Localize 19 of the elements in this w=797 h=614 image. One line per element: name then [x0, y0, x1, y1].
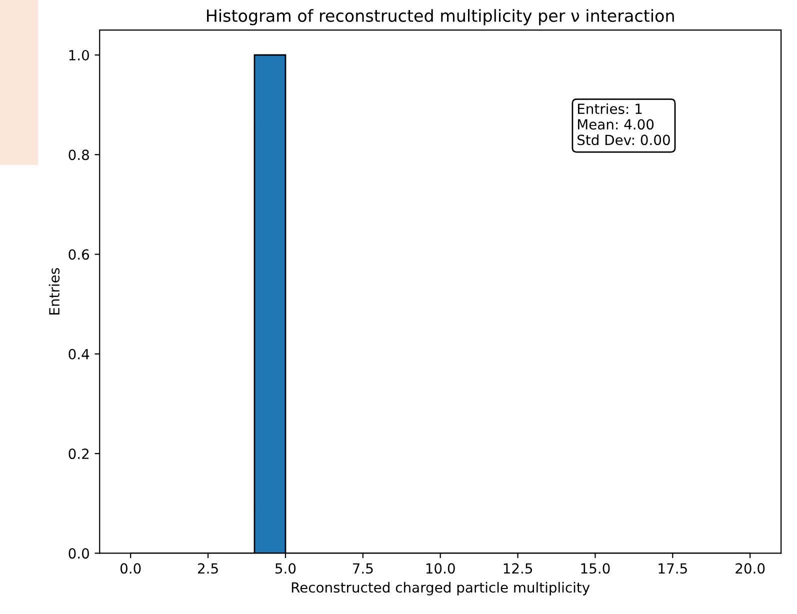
y-tick-label: 0.4 — [68, 348, 90, 360]
x-axis-title: Reconstructed charged particle multiplicity — [292, 582, 590, 596]
annotation: Entries: 1 Mean: 4.00 Std Dev: 0.00 — [578, 103, 670, 146]
y-tick-label: 0.6 — [68, 249, 90, 260]
x-tick-label: 2.5 — [198, 563, 218, 574]
x-tick-label: 17.5 — [658, 563, 687, 574]
chart-title: Histogram of reconstructed multiplicity per ν interaction — [207, 9, 674, 26]
x-tick-label: 10.0 — [426, 563, 455, 574]
x-tick-label: 15.0 — [581, 563, 610, 574]
y-tick-label: 0.2 — [68, 448, 89, 460]
y-axis-title: Entries — [48, 268, 60, 314]
y-tick-label: 0.0 — [68, 548, 89, 559]
y-tick-label: 0.8 — [68, 150, 89, 160]
x-tick-label: 7.5 — [353, 563, 373, 574]
x-tick-label: 20.0 — [736, 563, 765, 574]
y-tick-label: 1.0 — [69, 50, 89, 60]
x-tick-label: 12.5 — [504, 563, 532, 574]
x-tick-label: 5.0 — [276, 563, 296, 574]
x-tick-label: 0.0 — [120, 563, 141, 574]
